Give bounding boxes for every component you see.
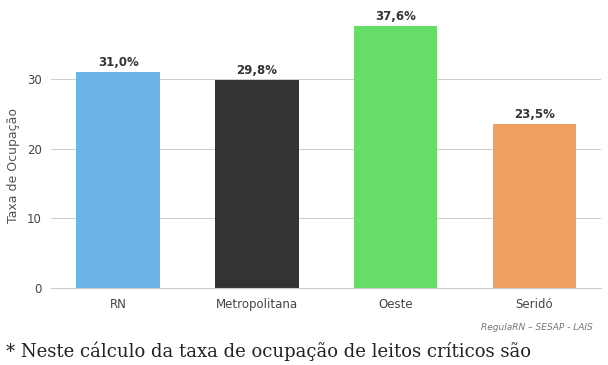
Text: 29,8%: 29,8% bbox=[237, 65, 277, 77]
Y-axis label: Taxa de Ocupação: Taxa de Ocupação bbox=[7, 108, 20, 223]
Bar bbox=[493, 124, 576, 288]
Text: 31,0%: 31,0% bbox=[98, 56, 139, 69]
Text: RegulaRN – SESAP - LAIS: RegulaRN – SESAP - LAIS bbox=[481, 323, 593, 332]
Bar bbox=[215, 80, 299, 288]
Text: * Neste cálculo da taxa de ocupação de leitos críticos são: * Neste cálculo da taxa de ocupação de l… bbox=[6, 342, 531, 361]
Text: 37,6%: 37,6% bbox=[375, 10, 416, 23]
Text: 23,5%: 23,5% bbox=[514, 108, 555, 122]
Bar bbox=[77, 72, 160, 288]
Bar bbox=[354, 26, 437, 288]
